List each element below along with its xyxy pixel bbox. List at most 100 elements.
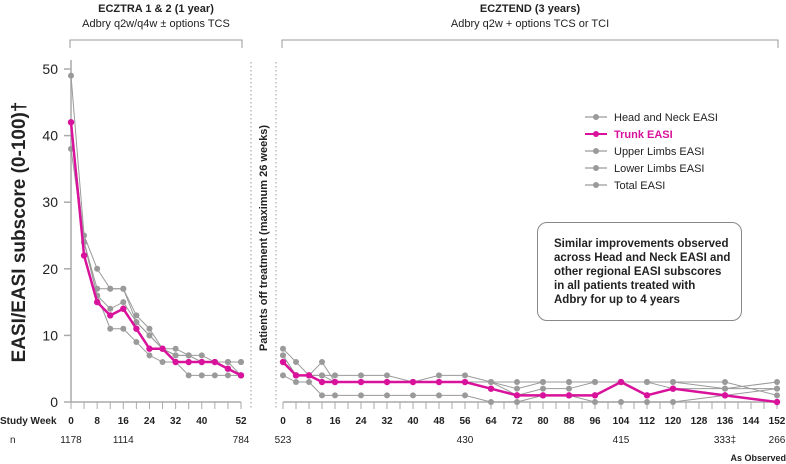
data-point bbox=[358, 392, 364, 399]
x-tick-label: 16 bbox=[329, 416, 341, 427]
x-tick-label: 104 bbox=[613, 416, 630, 427]
data-point bbox=[514, 379, 520, 386]
data-point bbox=[487, 385, 495, 392]
legend-marker bbox=[593, 182, 599, 188]
x-tick-label: 40 bbox=[196, 416, 208, 427]
data-point bbox=[513, 392, 521, 399]
data-point bbox=[488, 379, 494, 386]
series-line-trunk-easi bbox=[69, 122, 242, 377]
data-point bbox=[159, 345, 166, 352]
legend-label: Head and Neck EASI bbox=[614, 112, 718, 124]
series-line-head-and-neck-easi bbox=[70, 75, 241, 363]
y-tick-label: 0 bbox=[50, 394, 58, 410]
x-tick-label: 120 bbox=[665, 416, 682, 427]
data-point bbox=[462, 372, 468, 379]
data-point bbox=[539, 392, 547, 399]
data-point bbox=[293, 379, 299, 386]
data-point bbox=[172, 352, 179, 359]
x-tick-label: 24 bbox=[355, 416, 367, 427]
x-tick-label: 80 bbox=[537, 416, 549, 427]
data-point bbox=[566, 379, 572, 386]
x-tick-label: 40 bbox=[407, 416, 419, 427]
legend-marker bbox=[593, 131, 599, 137]
data-point bbox=[721, 392, 729, 399]
data-point bbox=[565, 392, 573, 399]
data-point bbox=[146, 345, 153, 352]
data-point bbox=[773, 398, 781, 406]
panel-title: ECZTEND (3 years) bbox=[480, 3, 581, 15]
data-point bbox=[670, 379, 676, 386]
n-value: 266 bbox=[769, 435, 786, 446]
data-point bbox=[383, 378, 391, 386]
legend-label: Upper Limbs EASI bbox=[614, 146, 704, 158]
x-tick-label: 96 bbox=[589, 416, 601, 427]
legend-label: Total EASI bbox=[614, 180, 665, 192]
n-value: 523 bbox=[275, 435, 292, 446]
data-point bbox=[722, 385, 728, 392]
data-point bbox=[384, 392, 390, 399]
data-point bbox=[185, 358, 192, 366]
data-point bbox=[172, 345, 179, 352]
x-tick-label: 16 bbox=[118, 416, 130, 427]
panel-subtitle: Adbry q2w + options TCS or TCI bbox=[451, 18, 609, 30]
data-point bbox=[211, 372, 218, 379]
data-point bbox=[332, 392, 338, 399]
data-point bbox=[224, 365, 232, 372]
n-value: 333‡ bbox=[714, 435, 736, 446]
data-point bbox=[436, 392, 442, 399]
data-point bbox=[120, 299, 127, 306]
x-tick-label: 0 bbox=[280, 416, 286, 427]
data-point bbox=[643, 392, 651, 399]
legend-marker bbox=[593, 148, 599, 154]
data-point bbox=[80, 252, 88, 259]
data-point bbox=[461, 378, 469, 386]
data-point bbox=[93, 298, 101, 306]
data-point bbox=[617, 378, 625, 386]
data-point bbox=[592, 379, 598, 386]
data-point bbox=[237, 372, 245, 379]
y-tick-label: 30 bbox=[42, 194, 58, 210]
data-point bbox=[198, 358, 205, 366]
data-point bbox=[120, 305, 127, 312]
data-point bbox=[185, 372, 192, 379]
x-tick-label: 112 bbox=[639, 416, 656, 427]
data-point bbox=[280, 352, 286, 359]
callout-box: Similar improvements observed across Hea… bbox=[537, 222, 742, 321]
data-point bbox=[107, 312, 114, 319]
data-point bbox=[280, 345, 286, 352]
x-tick-label: 24 bbox=[144, 416, 156, 427]
data-point bbox=[293, 359, 299, 366]
data-point bbox=[488, 399, 494, 405]
data-point bbox=[305, 372, 313, 379]
legend-marker bbox=[593, 114, 599, 120]
data-point bbox=[67, 119, 75, 126]
data-point bbox=[159, 359, 166, 366]
data-point bbox=[280, 372, 286, 379]
n-value: 1178 bbox=[60, 435, 82, 446]
x-tick-label: 0 bbox=[68, 416, 74, 427]
data-point bbox=[146, 332, 153, 339]
x-tick-label: 32 bbox=[170, 416, 182, 427]
data-point bbox=[722, 379, 728, 386]
x-tick-label: 52 bbox=[235, 416, 247, 427]
off-treatment-label: Patients off treatment (maximum 26 weeks… bbox=[258, 125, 270, 352]
data-point bbox=[238, 359, 244, 366]
y-axis-title: EASI/EASI subscore (0-100)† bbox=[9, 102, 30, 363]
x-tick-label: 8 bbox=[306, 416, 312, 427]
data-point bbox=[514, 385, 520, 392]
data-point bbox=[319, 392, 325, 399]
y-tick-label: 50 bbox=[42, 61, 58, 77]
panel-subtitle: Adbry q2w/q4w ± options TCS bbox=[82, 18, 230, 30]
n-value: 415 bbox=[613, 435, 630, 446]
data-point bbox=[670, 399, 676, 405]
data-point bbox=[514, 399, 520, 405]
data-point bbox=[410, 392, 416, 399]
data-point bbox=[211, 358, 219, 366]
data-point bbox=[774, 385, 780, 392]
data-point bbox=[566, 385, 572, 392]
data-point bbox=[357, 378, 365, 386]
n-value: 784 bbox=[233, 435, 250, 446]
x-tick-label: 152 bbox=[769, 416, 786, 427]
